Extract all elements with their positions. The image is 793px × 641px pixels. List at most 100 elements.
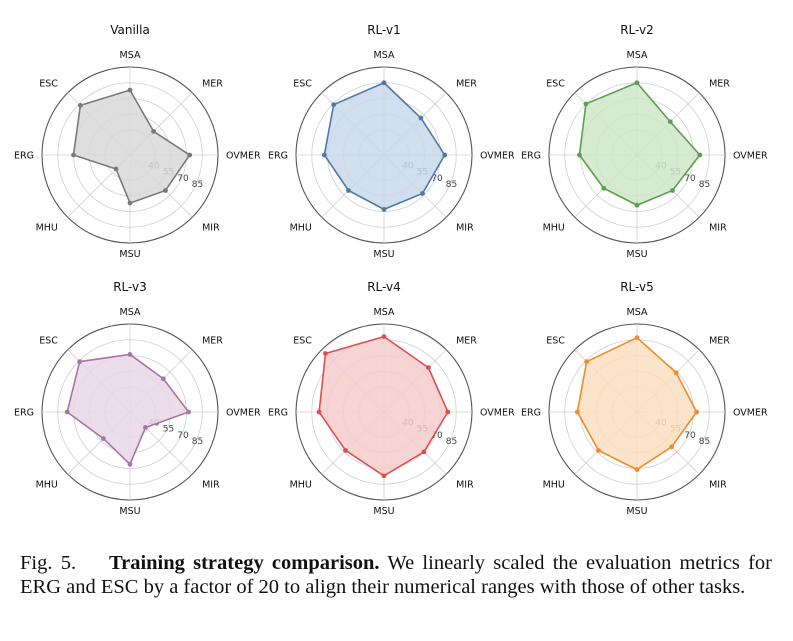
data-point <box>78 103 83 108</box>
axis-label: ERG <box>14 151 34 162</box>
data-point <box>694 409 700 415</box>
caption-bold: Training strategy comparison. <box>108 552 380 574</box>
axis-label: MIR <box>709 480 727 491</box>
data-polygon <box>323 81 446 211</box>
axis-label: ESC <box>39 335 58 346</box>
axis-label: MSU <box>119 249 140 260</box>
radar-panel: MSAMEROVMERMIRMSUMHUERGESC40557085RL-v1 <box>268 23 515 260</box>
panel-title: RL-v3 <box>113 280 147 294</box>
axis-label: MER <box>456 335 477 346</box>
data-point <box>667 119 673 125</box>
data-point <box>577 152 582 158</box>
data-point <box>584 359 590 365</box>
axis-label: OVMER <box>733 151 768 162</box>
data-point <box>670 188 675 193</box>
tick-label: 85 <box>192 437 203 447</box>
axis-label: MIR <box>709 223 727 234</box>
axis-label: ESC <box>293 78 312 89</box>
data-point <box>596 448 601 453</box>
radar-panel: MSAMEROVMERMIRMSUMHUERGESC40557085RL-v2 <box>521 23 768 260</box>
data-point <box>321 152 327 158</box>
axis-label: MSA <box>374 50 395 61</box>
data-point <box>697 152 703 158</box>
axis-label: MER <box>709 78 730 89</box>
data-point <box>71 152 76 158</box>
data-point <box>601 185 607 191</box>
axis-label: MER <box>709 335 730 346</box>
data-point <box>127 87 133 93</box>
axis-label: MSA <box>374 307 395 318</box>
axis-label: ESC <box>546 78 565 89</box>
data-point <box>634 335 640 341</box>
data-point <box>151 128 157 134</box>
panel-title: RL-v2 <box>620 23 654 37</box>
data-point <box>381 473 387 479</box>
data-point <box>426 365 431 370</box>
axis-label: MIR <box>456 480 474 491</box>
data-point <box>634 80 640 86</box>
data-point <box>143 425 148 430</box>
tick-label: 85 <box>699 437 710 447</box>
axis-label: ERG <box>268 408 288 419</box>
panel-title: RL-v1 <box>367 23 401 37</box>
data-point <box>346 188 351 193</box>
axis-label: MSU <box>626 249 647 260</box>
tick-label: 55 <box>163 425 174 435</box>
data-point <box>186 409 192 415</box>
panel-title: RL-v5 <box>620 280 654 294</box>
axis-label: MSU <box>119 506 140 517</box>
axis-label: MER <box>202 335 223 346</box>
tick-label: 70 <box>431 431 443 441</box>
axis-label: MSU <box>373 249 394 260</box>
data-point <box>343 448 348 453</box>
data-point <box>163 188 168 193</box>
axis-label: MSA <box>627 307 648 318</box>
data-point <box>583 101 589 107</box>
data-point <box>442 152 448 158</box>
radar-panel: MSAMEROVMERMIRMSUMHUERGESC40557085Vanill… <box>14 23 261 260</box>
tick-label: 85 <box>699 180 710 190</box>
data-point <box>445 409 451 415</box>
data-point <box>421 449 427 455</box>
data-point <box>331 102 337 108</box>
data-point <box>673 370 679 376</box>
data-point <box>574 409 580 415</box>
tick-label: 70 <box>684 431 696 441</box>
radar-panel: MSAMEROVMERMIRMSUMHUERGESC40557085RL-v4 <box>268 280 515 517</box>
axis-label: OVMER <box>226 151 261 162</box>
axis-label: OVMER <box>226 408 261 419</box>
panel-title: RL-v4 <box>367 280 401 294</box>
axis-label: ESC <box>546 335 565 346</box>
radar-panel: MSAMEROVMERMIRMSUMHUERGESC40557085RL-v3 <box>14 280 261 517</box>
axis-label: MIR <box>202 223 220 234</box>
data-point <box>113 166 119 172</box>
axis-label: MSU <box>626 506 647 517</box>
data-point <box>634 467 640 472</box>
data-polygon <box>72 89 191 205</box>
axis-label: ERG <box>521 151 541 162</box>
axis-label: OVMER <box>733 408 768 419</box>
panel-title: Vanilla <box>110 23 150 37</box>
data-point <box>381 207 387 212</box>
axis-label: MIR <box>202 480 220 491</box>
data-point <box>420 191 425 196</box>
axis-label: MSA <box>120 307 141 318</box>
axis-label: ESC <box>293 335 312 346</box>
tick-label: 85 <box>446 437 457 447</box>
tick-label: 85 <box>446 180 457 190</box>
axis-label: MHU <box>290 480 312 491</box>
data-point <box>64 409 70 415</box>
axis-label: OVMER <box>480 151 515 162</box>
axis-label: MER <box>202 78 223 89</box>
axis-label: OVMER <box>480 408 515 419</box>
tick-label: 70 <box>684 174 696 184</box>
axis-label: ESC <box>39 78 58 89</box>
axis-label: MHU <box>36 223 58 234</box>
axis-label: MSA <box>627 50 648 61</box>
data-polygon <box>318 335 449 477</box>
axis-label: MIR <box>456 223 474 234</box>
data-point <box>381 80 387 86</box>
axis-label: ERG <box>14 408 34 419</box>
data-point <box>316 409 322 415</box>
axis-label: MHU <box>290 223 312 234</box>
